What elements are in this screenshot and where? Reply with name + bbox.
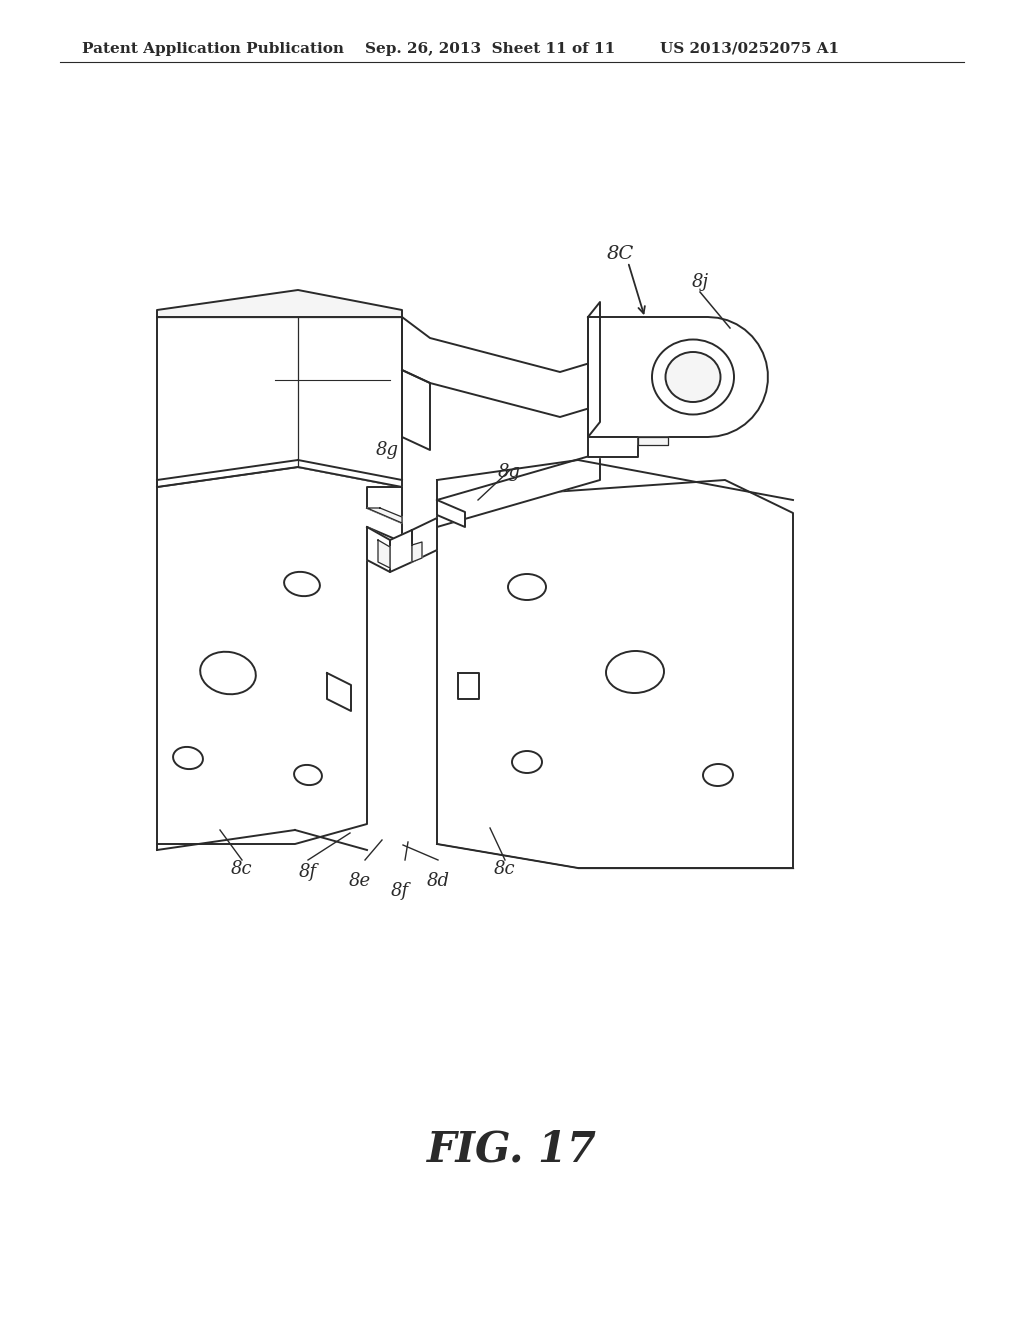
- Polygon shape: [390, 531, 412, 572]
- Text: 8g: 8g: [498, 463, 521, 480]
- Polygon shape: [412, 517, 437, 562]
- Polygon shape: [588, 317, 768, 437]
- Text: 8d: 8d: [427, 873, 450, 890]
- Ellipse shape: [294, 764, 322, 785]
- Polygon shape: [157, 297, 402, 487]
- Polygon shape: [367, 508, 402, 523]
- Ellipse shape: [512, 751, 542, 774]
- Ellipse shape: [703, 764, 733, 785]
- Text: 8g: 8g: [376, 441, 399, 459]
- Ellipse shape: [606, 651, 664, 693]
- Polygon shape: [367, 487, 402, 523]
- Text: 8f: 8f: [299, 863, 317, 880]
- Text: Patent Application Publication: Patent Application Publication: [82, 42, 344, 55]
- Text: 8c: 8c: [231, 861, 253, 878]
- Polygon shape: [378, 540, 390, 568]
- Polygon shape: [437, 500, 465, 527]
- Text: Sep. 26, 2013  Sheet 11 of 11: Sep. 26, 2013 Sheet 11 of 11: [365, 42, 615, 55]
- Text: 8f: 8f: [391, 882, 409, 900]
- Polygon shape: [412, 543, 422, 562]
- Text: 8j: 8j: [691, 273, 709, 290]
- Text: 8e: 8e: [349, 873, 371, 890]
- Polygon shape: [638, 437, 668, 445]
- Text: US 2013/0252075 A1: US 2013/0252075 A1: [660, 42, 839, 55]
- Ellipse shape: [200, 652, 256, 694]
- Polygon shape: [157, 467, 402, 843]
- Polygon shape: [458, 673, 479, 700]
- Polygon shape: [402, 370, 430, 450]
- Polygon shape: [402, 317, 600, 417]
- Polygon shape: [437, 453, 600, 527]
- Polygon shape: [327, 673, 351, 711]
- Ellipse shape: [284, 572, 319, 597]
- Polygon shape: [157, 290, 402, 317]
- Text: FIG. 17: FIG. 17: [427, 1129, 597, 1170]
- Polygon shape: [437, 480, 793, 869]
- Text: 8c: 8c: [495, 861, 516, 878]
- Ellipse shape: [652, 339, 734, 414]
- Ellipse shape: [173, 747, 203, 770]
- Polygon shape: [367, 527, 390, 572]
- Ellipse shape: [666, 352, 721, 403]
- Polygon shape: [588, 437, 638, 457]
- Polygon shape: [588, 302, 600, 437]
- Text: 8C: 8C: [606, 246, 634, 263]
- Ellipse shape: [508, 574, 546, 601]
